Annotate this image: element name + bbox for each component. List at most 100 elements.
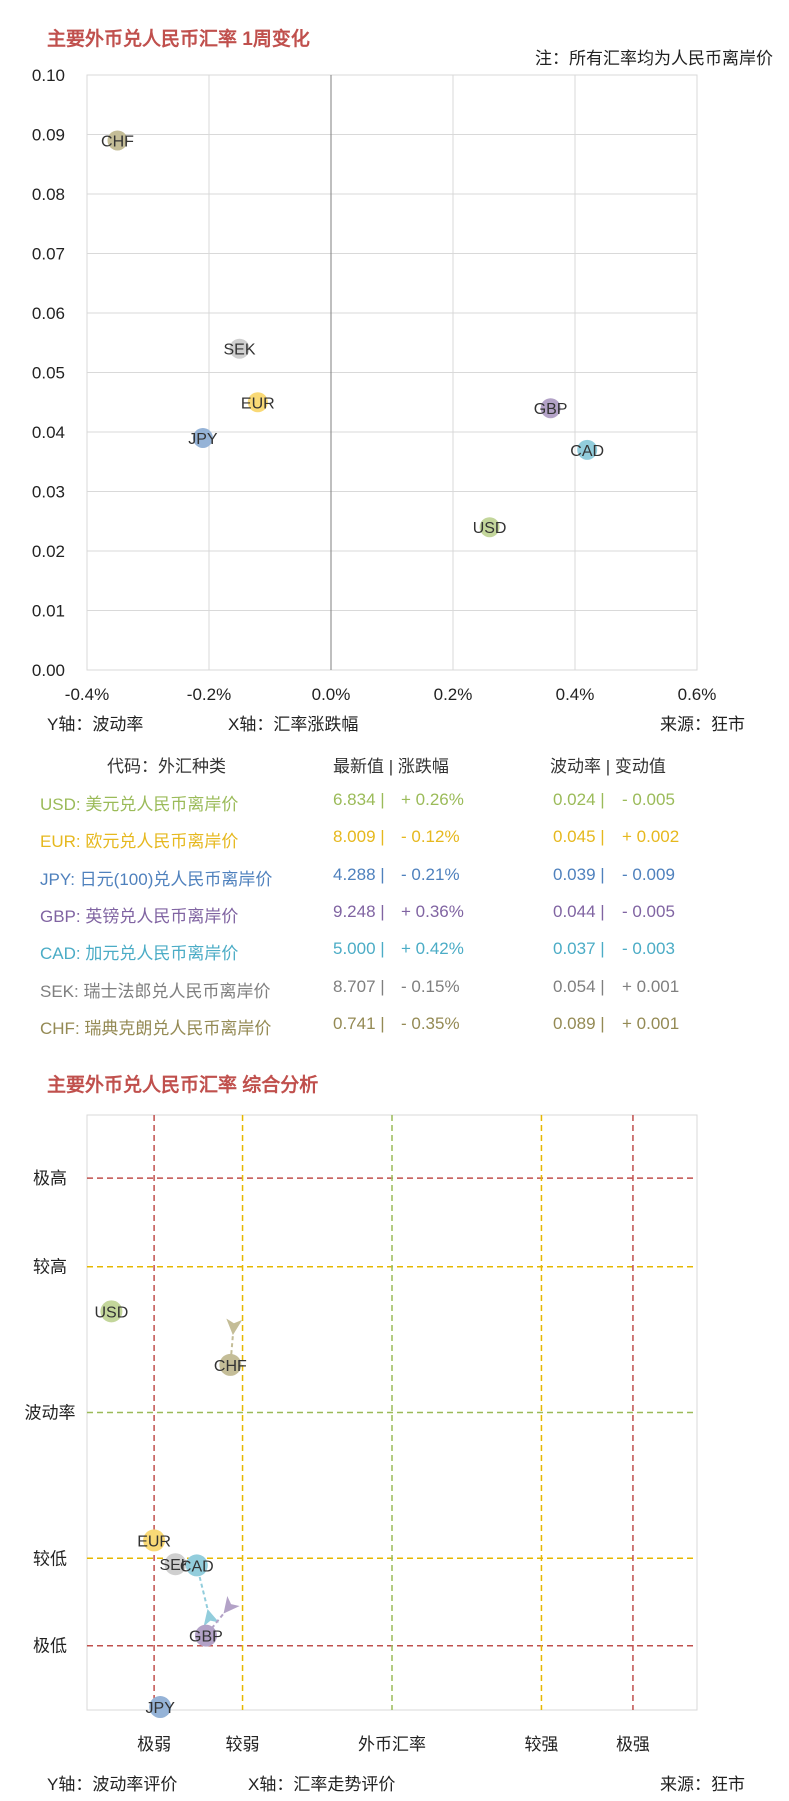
- chart1-title: 主要外币兑人民币汇率 1周变化: [47, 29, 310, 50]
- table-row: GBP: 英镑兑人民币离岸价 9.248 | + 0.36% 0.044 | - 0.0…: [0, 902, 789, 932]
- chart1-point-label: USD: [473, 520, 507, 537]
- chart2-y-level-label: 极高: [33, 1169, 67, 1188]
- change-value: - 0.21%: [401, 864, 460, 884]
- table-row: JPY: 日元(100)兑人民币离岸价 4.288 | - 0.21% 0.039 |…: [0, 865, 789, 895]
- chart1-point-usd: [479, 517, 500, 538]
- table-row: SEK: 瑞士法郎兑人民币离岸价 8.707 | - 0.15% 0.054 | + 0…: [0, 977, 789, 1007]
- currency-name: CHF: 瑞典克朗兑人民币离岸价: [40, 1018, 272, 1038]
- chart1-y-tick: 0.10: [32, 66, 65, 85]
- chart2-point-label: CHF: [214, 1358, 247, 1375]
- chart1-point-label: GBP: [534, 401, 568, 418]
- chart1-point-jpy: [192, 427, 213, 448]
- chart2-x-level-label: 较弱: [226, 1735, 260, 1754]
- currency-name: SEK: 瑞士法郎兑人民币离岸价: [40, 981, 271, 1001]
- latest-value: 4.288 |: [333, 864, 385, 884]
- table-row: CHF: 瑞典克朗兑人民币离岸价 0.741 | - 0.35% 0.089 | + 0…: [0, 1014, 789, 1044]
- chart1-x-tick: 0.4%: [556, 685, 595, 704]
- chart1-point-sek: [229, 338, 250, 359]
- chart1-y-tick: 0.02: [32, 542, 65, 561]
- volatility-value: 0.045 |: [553, 827, 605, 847]
- chart1-point-label: JPY: [188, 431, 218, 448]
- chart2-point-jpy: [149, 1696, 172, 1719]
- volatility-change: + 0.002: [622, 827, 680, 847]
- volatility-value: 0.039 |: [553, 864, 605, 884]
- chart1-y-tick: 0.05: [32, 364, 65, 383]
- chart2-point-label: USD: [95, 1304, 129, 1321]
- volatility-value: 0.089 |: [553, 1013, 605, 1033]
- chart2-point-sek: [164, 1553, 187, 1576]
- volatility-change: - 0.005: [622, 901, 675, 921]
- chart2-y-level-label: 波动率: [25, 1404, 76, 1423]
- chart1-y-tick: 0.01: [32, 602, 65, 621]
- currency-name: USD: 美元兑人民币离岸价: [40, 795, 239, 814]
- chart1-y-tick: 0.08: [32, 185, 65, 204]
- currency-name: EUR: 欧元兑人民币离岸价: [40, 832, 239, 852]
- chart1-scatter: 0.00 0.01 0.02 0.03 0.04 0.05 0.06 0.07 0.08 0.09…: [32, 66, 717, 704]
- latest-value: 6.834 |: [333, 790, 385, 809]
- volatility-change: - 0.009: [622, 864, 675, 884]
- chart2-x-label: X轴：汇率走势评价: [248, 1775, 396, 1794]
- chart2-source: 来源：狂市: [660, 1775, 745, 1794]
- chart2-point-eur: [143, 1529, 166, 1552]
- currency-name: CAD: 加元兑人民币离岸价: [40, 944, 239, 964]
- header-vol: 波动率 | 变动值: [550, 757, 666, 776]
- chart1-y-label: Y轴：波动率: [47, 715, 144, 734]
- chart1-x-tick: -0.2%: [187, 685, 231, 704]
- volatility-value: 0.037 |: [553, 939, 605, 959]
- change-value: - 0.12%: [401, 827, 460, 847]
- chart2-y-level-label: 较高: [33, 1258, 67, 1277]
- chart1-x-tick: -0.4%: [65, 685, 109, 704]
- chart1-point-label: CAD: [570, 443, 604, 460]
- chart2-y-level-label: 极低: [33, 1637, 67, 1656]
- chart1-x-tick: 0.6%: [678, 685, 717, 704]
- volatility-change: + 0.001: [622, 1013, 680, 1033]
- chart1-point-eur: [247, 392, 268, 413]
- chart2-point-label: SEK: [159, 1557, 191, 1574]
- change-value: + 0.36%: [401, 901, 464, 921]
- table-row: USD: 美元兑人民币离岸价 6.834 | + 0.26% 0.024 | - 0.0…: [0, 790, 789, 820]
- table-row: CAD: 加元兑人民币离岸价 5.000 | + 0.42% 0.037 | - 0.0…: [0, 939, 789, 969]
- change-value: - 0.15%: [401, 976, 460, 996]
- chart2-point-chf: [219, 1353, 242, 1376]
- volatility-change: + 0.001: [622, 976, 680, 996]
- chart1-point-chf: [107, 130, 128, 151]
- chart2-x-level-label: 极强: [616, 1735, 650, 1754]
- chart1-x-tick: 0.2%: [434, 685, 473, 704]
- chart2-x-level-label: 外币汇率: [358, 1735, 426, 1754]
- chart2-point-label: JPY: [146, 1700, 176, 1717]
- currency-name: JPY: 日元(100)兑人民币离岸价: [40, 869, 273, 889]
- header-latest: 最新值 | 涨跌幅: [333, 757, 449, 776]
- chart1-y-tick: 0.03: [32, 483, 65, 502]
- chart1-y-tick: 0.00: [32, 661, 65, 680]
- chart2-point-label: CAD: [180, 1558, 214, 1575]
- table-header: 代码：外汇种类 最新值 | 涨跌幅 波动率 | 变动值: [0, 752, 789, 782]
- chart2-y-label: Y轴：波动率评价: [47, 1775, 178, 1794]
- chart2-point-usd: [100, 1300, 123, 1323]
- latest-value: 5.000 |: [333, 939, 385, 959]
- chart1-note: 注：所有汇率均为人民币离岸价: [535, 49, 773, 68]
- change-value: - 0.35%: [401, 1013, 460, 1033]
- table-row: EUR: 欧元兑人民币离岸价 8.009 | - 0.12% 0.045 | + 0.0…: [0, 827, 789, 857]
- volatility-value: 0.024 |: [553, 790, 605, 809]
- chart1-source: 来源：狂市: [660, 715, 745, 734]
- chart2-x-level-label: 极弱: [137, 1735, 171, 1754]
- change-value: + 0.42%: [401, 939, 464, 959]
- chart1-point-label: CHF: [101, 133, 134, 150]
- chart1-point-label: SEK: [223, 342, 255, 359]
- chart1-point-cad: [577, 439, 598, 460]
- chart1-x-tick: 0.0%: [312, 685, 351, 704]
- chart1-point-label: EUR: [241, 395, 275, 412]
- chart1-point-gbp: [540, 398, 561, 419]
- latest-value: 9.248 |: [333, 901, 385, 921]
- chart1-y-tick: 0.06: [32, 304, 65, 323]
- volatility-change: - 0.003: [622, 939, 675, 959]
- header-code: 代码：外汇种类: [107, 757, 226, 776]
- latest-value: 0.741 |: [333, 1013, 385, 1033]
- chart1-y-tick: 0.07: [32, 245, 65, 264]
- change-value: + 0.26%: [401, 790, 464, 809]
- chart1-y-tick: 0.04: [32, 423, 65, 442]
- chart2-title: 主要外币兑人民币汇率 综合分析: [47, 1075, 319, 1096]
- latest-value: 8.707 |: [333, 976, 385, 996]
- currency-name: GBP: 英镑兑人民币离岸价: [40, 906, 239, 926]
